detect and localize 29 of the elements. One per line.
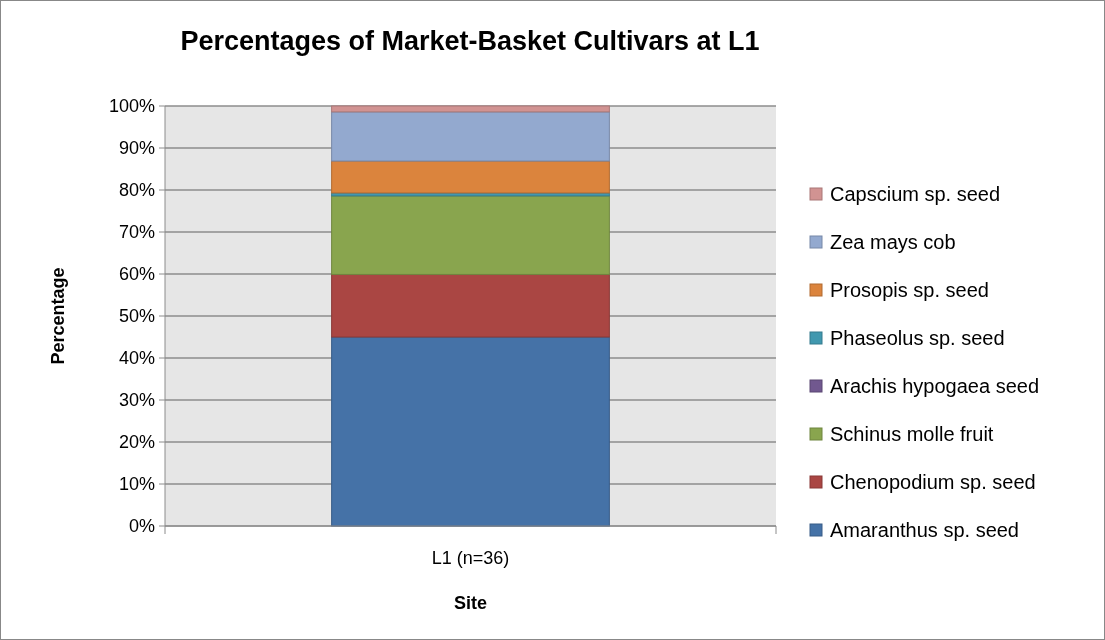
legend-label: Schinus molle fruit: [830, 423, 994, 445]
bar: [331, 160, 610, 194]
legend-label: Capscium sp. seed: [830, 183, 1001, 205]
y-tick-label: 30%: [118, 390, 155, 411]
y-tick-label: 70%: [118, 222, 155, 243]
y-tick-label: 0%: [128, 516, 155, 537]
bar: [331, 273, 610, 338]
y-tick-label: 60%: [118, 264, 155, 285]
y-axis-title: Percentage: [48, 267, 68, 365]
bar: [331, 336, 610, 527]
chart-title: Percentages of Market-Basket Cultivars at L1: [180, 26, 760, 56]
y-tick-label: 90%: [118, 138, 155, 159]
x-axis-title: Site: [453, 593, 488, 613]
y-tick-label: 80%: [118, 180, 155, 201]
legend-label: Arachis hypogaea seed: [830, 375, 1040, 397]
y-tick-label: 50%: [118, 306, 155, 327]
bar: [331, 195, 610, 275]
legend-label: Prosopis sp. seed: [830, 279, 989, 301]
legend-label: Chenopodium sp. seed: [830, 471, 1036, 493]
y-tick-label: 100%: [108, 96, 155, 117]
bar: [331, 105, 610, 113]
legend-label: Phaseolus sp. seed: [830, 327, 1005, 349]
y-tick-label: 10%: [118, 474, 155, 495]
bar: [331, 111, 610, 162]
y-tick-label: 20%: [118, 432, 155, 453]
y-tick-label: 40%: [118, 348, 155, 369]
legend-label: Zea mays cob: [830, 231, 956, 253]
x-tick-label: L1 (n=36): [431, 548, 510, 568]
legend-label: Amaranthus sp. seed: [830, 519, 1019, 541]
